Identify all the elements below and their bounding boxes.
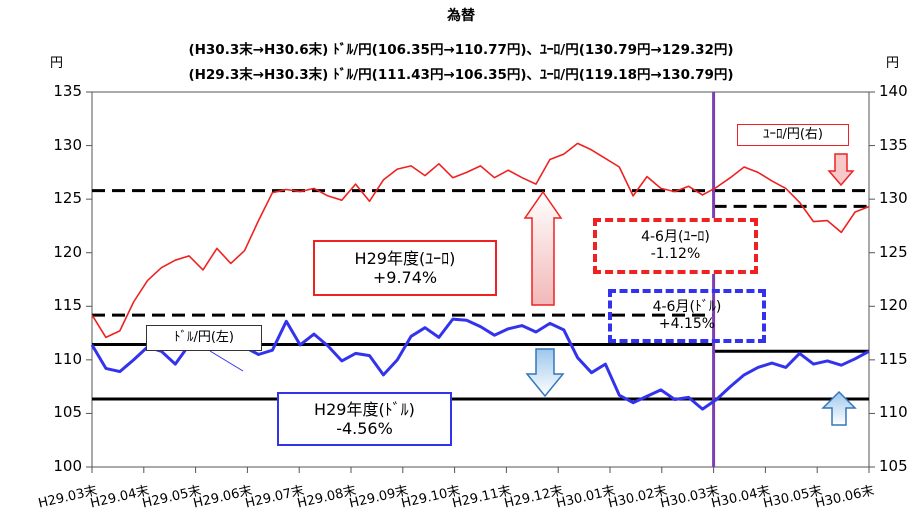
y-right-tick-label: 125 xyxy=(879,242,908,261)
right-axis-unit: 円 xyxy=(886,56,900,71)
axis-ticks xyxy=(86,91,875,473)
y-right-tick-label: 135 xyxy=(879,135,908,154)
annotation-euro-fy: H29年度(ﾕｰﾛ) +9.74% xyxy=(313,240,497,296)
annotation-dollar-fy-value: -4.56% xyxy=(336,419,393,438)
legend-dollar-leader xyxy=(209,350,244,372)
change-arrows xyxy=(523,153,857,426)
chart-title: 為替 xyxy=(447,8,475,24)
y-left-tick-label: 110 xyxy=(53,349,82,368)
series-line-euro xyxy=(91,142,870,339)
chart-subtitle-line-2: (H29.3末→H30.3末) ﾄﾞﾙ/円(111.43円→106.35円)、ﾕ… xyxy=(188,67,734,83)
annotation-dollar-q-title: 4-6月(ﾄﾞﾙ) xyxy=(652,299,722,316)
plot-frame xyxy=(91,91,870,468)
y-right-tick-label: 130 xyxy=(879,189,908,208)
reference-lines xyxy=(92,92,869,467)
y-left-tick-label: 105 xyxy=(53,403,82,422)
annotation-euro-q-title: 4-6月(ﾕｰﾛ) xyxy=(641,229,710,246)
dollar-q-up-arrow xyxy=(821,390,857,426)
annotation-euro-q-value: -1.12% xyxy=(650,246,701,262)
annotation-dollar-fy: H29年度(ﾄﾞﾙ) -4.56% xyxy=(277,392,452,446)
euro-q-down-arrow xyxy=(827,153,855,187)
annotation-dollar-q-value: +4.15% xyxy=(658,316,716,332)
euro-fy-up-arrow xyxy=(523,190,563,306)
y-right-tick-label: 115 xyxy=(879,349,908,368)
y-right-tick-label: 140 xyxy=(879,82,908,100)
left-axis-unit: 円 xyxy=(50,56,64,71)
annotation-dollar-q: 4-6月(ﾄﾞﾙ) +4.15% xyxy=(608,289,766,343)
plot-area xyxy=(91,91,870,468)
y-left-tick-label: 120 xyxy=(53,242,82,261)
y-left-tick-label: 100 xyxy=(53,457,82,475)
y-left-tick-label: 125 xyxy=(53,189,82,208)
y-right-tick-label: 105 xyxy=(879,457,908,475)
annotation-dollar-fy-title: H29年度(ﾄﾞﾙ) xyxy=(314,399,415,419)
annotation-euro-fy-title: H29年度(ﾕｰﾛ) xyxy=(354,248,456,268)
legend-euro-label: ﾕｰﾛ/円(右) xyxy=(762,127,824,143)
annotation-euro-fy-value: +9.74% xyxy=(372,268,438,287)
legend-dollar: ﾄﾞﾙ/円(左) xyxy=(146,325,262,351)
chart-subtitle-line-1: (H30.3末→H30.6末) ﾄﾞﾙ/円(106.35円→110.77円)、ﾕ… xyxy=(188,42,734,58)
dollar-fy-down-arrow xyxy=(525,348,565,398)
y-left-tick-label: 130 xyxy=(53,135,82,154)
legend-dollar-label: ﾄﾞﾙ/円(左) xyxy=(173,330,235,346)
y-left-tick-label: 115 xyxy=(53,296,82,315)
legend-euro: ﾕｰﾛ/円(右) xyxy=(737,124,849,146)
y-right-tick-label: 110 xyxy=(879,403,908,422)
annotation-euro-q: 4-6月(ﾕｰﾛ) -1.12% xyxy=(593,218,758,274)
y-left-tick-label: 135 xyxy=(53,82,82,100)
y-right-tick-label: 120 xyxy=(879,296,908,315)
